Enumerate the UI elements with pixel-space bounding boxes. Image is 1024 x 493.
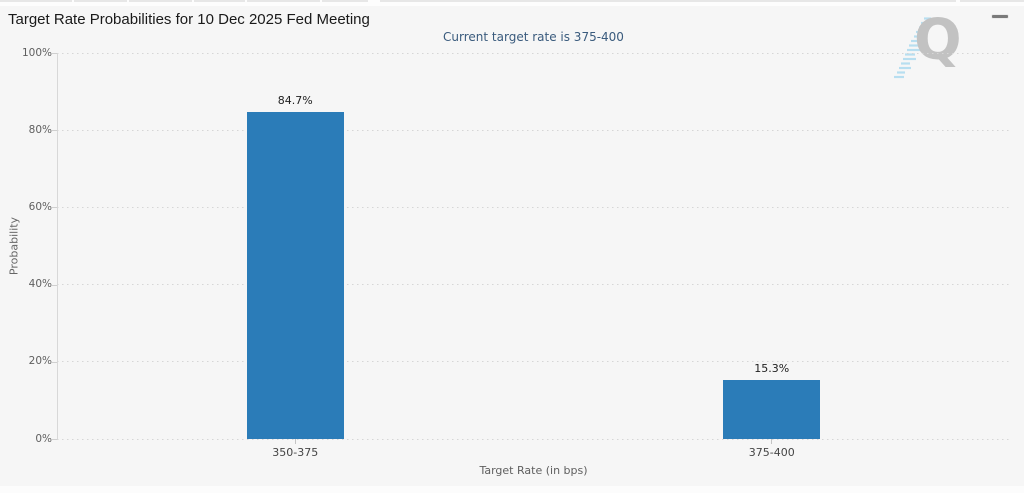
gridline	[57, 206, 1010, 209]
y-axis-tick	[52, 361, 57, 363]
x-category-label: 375-400	[748, 446, 795, 459]
chart-subtitle: Current target rate is 375-400	[443, 30, 624, 44]
tab-edge-segment	[194, 0, 245, 2]
y-axis-tick	[52, 284, 57, 286]
y-tick-label: 0%	[35, 432, 52, 445]
y-axis-tick	[52, 439, 57, 440]
tab-edge-segment	[960, 0, 1024, 2]
bar-value-label: 15.3%	[754, 361, 790, 375]
x-axis-tick	[771, 439, 773, 444]
x-axis-tick	[294, 439, 296, 444]
bar-value-label: 84.7%	[277, 94, 313, 108]
tab-edge-segment	[380, 0, 956, 2]
plot-area: Probability 0% 20% 40% 60% 80% 100% 84.7% 350-3…	[8, 47, 1010, 459]
gridline	[57, 52, 1010, 55]
bar-375-400[interactable]	[723, 379, 821, 439]
gridline	[57, 438, 1010, 441]
y-tick-label: 40%	[28, 278, 52, 291]
gridline	[57, 284, 1010, 287]
footer-strip	[0, 486, 1024, 493]
y-tick-label: 80%	[28, 123, 52, 136]
x-category-label: 350-375	[272, 446, 319, 459]
tab-edge-segment	[247, 0, 320, 2]
probability-chart: Target Rate Probabilities for 10 Dec 202…	[0, 6, 1024, 486]
y-axis-tick	[52, 53, 57, 54]
y-tick-label: 20%	[28, 355, 52, 368]
bar-350-375[interactable]	[246, 112, 344, 439]
tab-edge-segment	[74, 0, 127, 2]
y-tick-label: 100%	[21, 46, 52, 59]
chart-title: Target Rate Probabilities for 10 Dec 202…	[8, 11, 370, 28]
tab-strip-cutoff	[0, 0, 1024, 6]
y-tick-label: 60%	[28, 200, 52, 213]
tab-edge-segment	[129, 0, 192, 2]
y-axis-tick	[52, 207, 57, 209]
gridline	[57, 361, 1010, 364]
y-axis-title: Probability	[7, 216, 21, 276]
gridline	[57, 129, 1010, 132]
y-axis-line	[57, 53, 58, 440]
tab-edge-segment	[0, 0, 72, 2]
tab-edge-segment	[322, 0, 368, 2]
y-axis-tick	[52, 130, 57, 132]
x-axis-title: Target Rate (in bps)	[479, 464, 588, 477]
chart-context-menu-button[interactable]	[990, 13, 1012, 33]
